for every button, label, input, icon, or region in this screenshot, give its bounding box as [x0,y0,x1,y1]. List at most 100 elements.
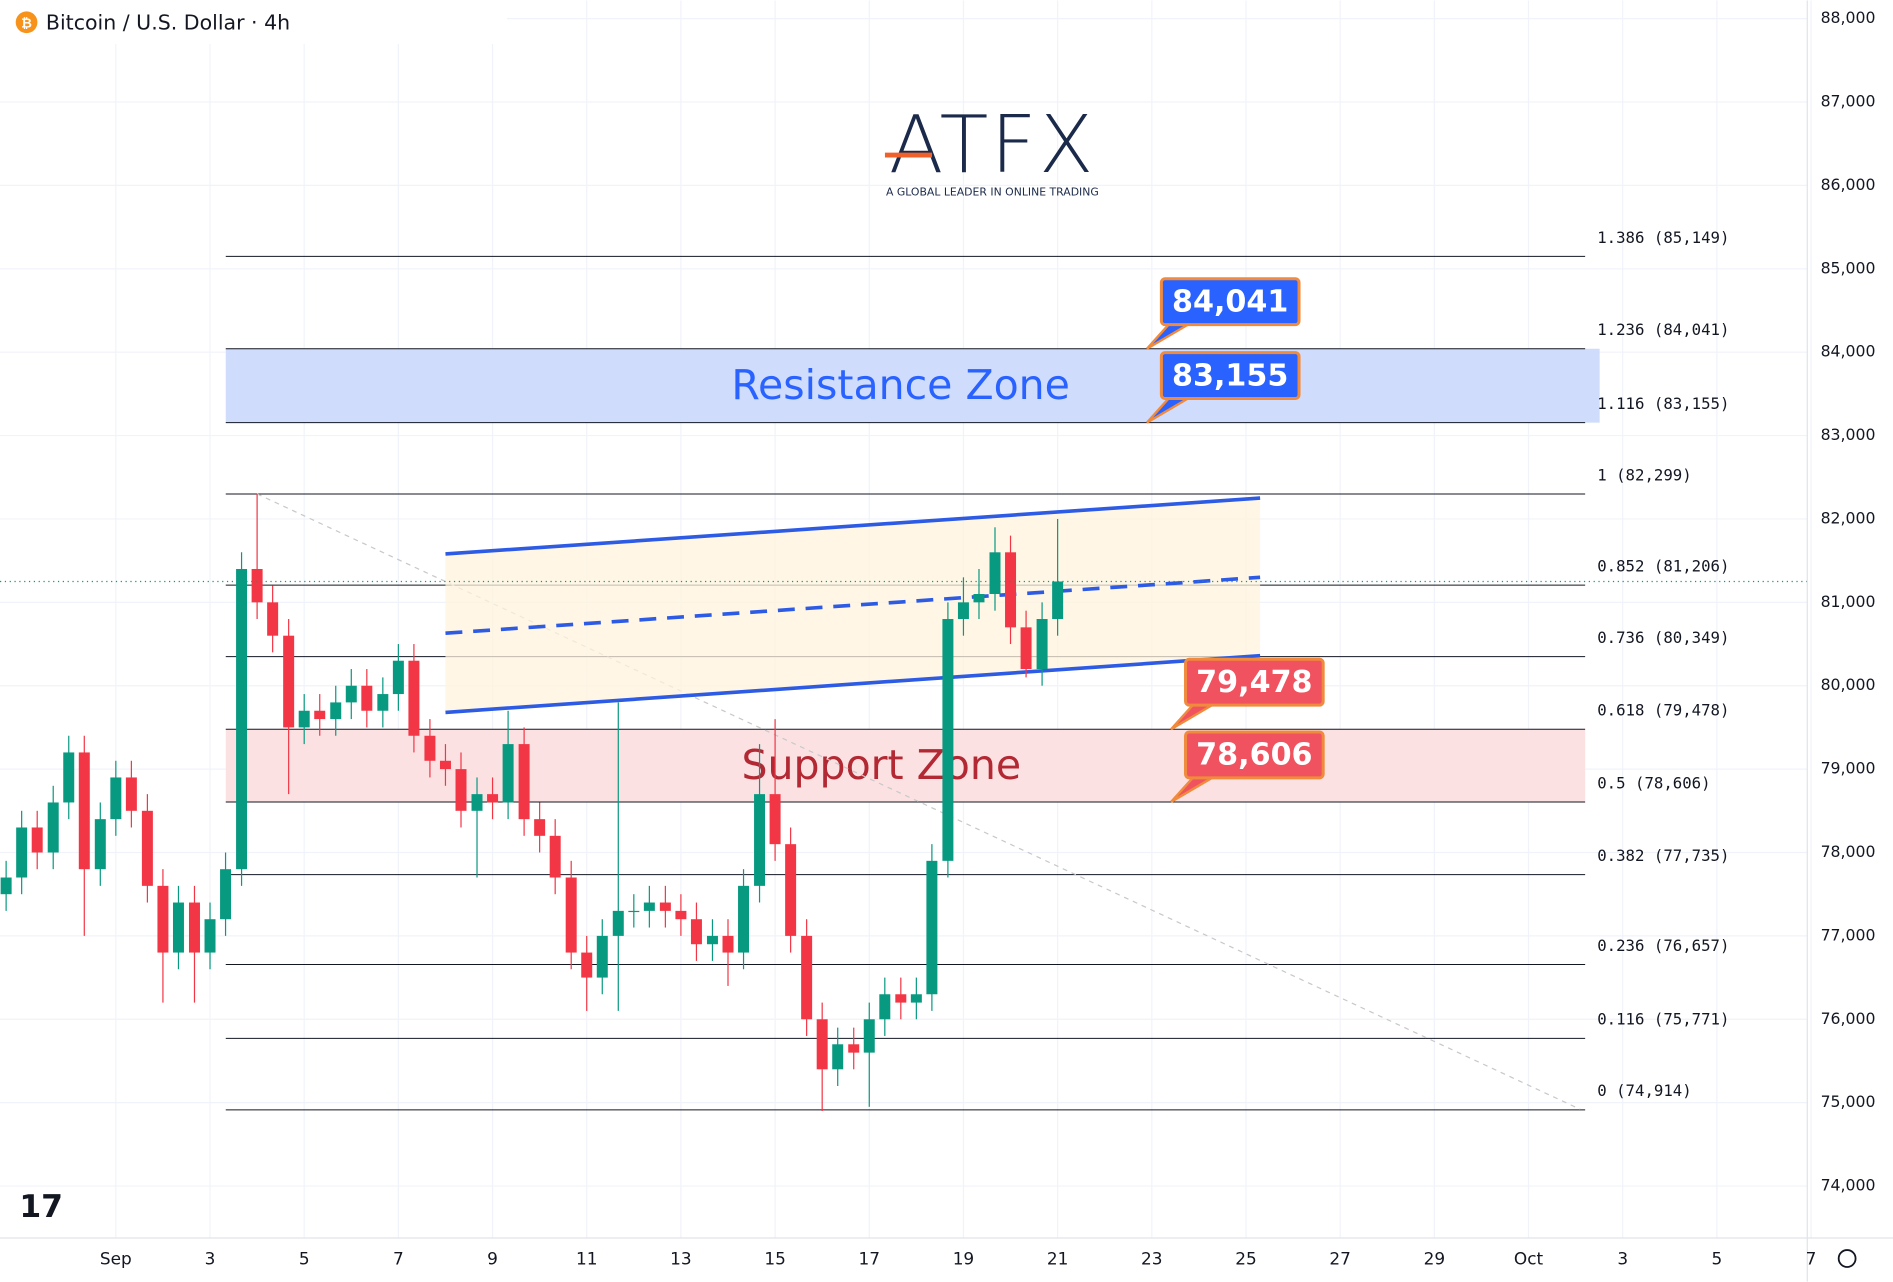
x-tick-label: 25 [1235,1249,1257,1269]
callout-box [1184,730,1325,780]
x-tick-label: Sep [100,1249,132,1269]
candle-body [863,1019,875,1053]
candle-body [1005,552,1017,628]
candle-body [314,710,326,720]
x-tick-label: 5 [299,1249,310,1269]
chart-title: Bitcoin / U.S. Dollar · 4h [46,10,290,34]
candle-body [251,568,263,603]
candle-body [424,735,436,761]
candle-body [78,752,90,870]
candle-body [298,710,310,728]
candle-body [220,869,232,920]
channel-fill [445,498,1261,713]
candle-body [157,885,169,953]
candle-body [345,685,357,703]
x-tick-label: 17 [859,1249,881,1269]
y-tick-label: 87,000 [1821,92,1876,111]
channel-lower [445,653,1261,715]
candle-body [801,935,813,1020]
fib-label: 0 (74,914) [1597,1081,1691,1100]
fib-label: 1.236 (84,041) [1597,320,1729,339]
x-tick-label: 15 [764,1249,786,1269]
fib-label: 0.5 (78,606) [1597,773,1710,792]
channel-upper [445,496,1261,556]
y-tick-label: 88,000 [1821,8,1876,27]
candle-body [1052,581,1064,620]
candle-body [31,827,43,853]
candle-body [879,994,891,1020]
tv-logo: 17 [19,1189,63,1225]
candle-body [848,1044,860,1053]
logo-name: ATFX [889,98,1096,191]
x-tick-label: 19 [953,1249,975,1269]
bitcoin-symbol: ₿ [21,16,32,31]
candle-body [1036,619,1048,670]
x-tick-label: 5 [1711,1249,1722,1269]
y-tick-label: 80,000 [1821,675,1876,694]
y-tick-label: 74,000 [1821,1176,1876,1195]
candle-body [910,994,922,1003]
callout-box [1184,657,1325,707]
y-tick-label: 77,000 [1821,925,1876,944]
fib-label: 0.852 (81,206) [1597,557,1729,576]
channel-middle [445,575,1261,636]
candle-body [330,702,342,720]
bitcoin-icon [15,11,38,34]
fib-label: 0.236 (76,657) [1597,936,1729,955]
x-tick-label: 9 [487,1249,498,1269]
candle-body [408,660,420,736]
header-bg [0,0,508,45]
candle-body [596,935,608,978]
candle-body [942,619,954,861]
candle-body [487,794,499,803]
plot-area: Resistance Zone Support Zone 1.386 (85,149… [0,0,1812,1238]
candle-body [973,594,985,603]
candle-body [455,769,467,811]
x-tick-label: 23 [1141,1249,1163,1269]
x-tick-label: 3 [205,1249,216,1269]
fib-label: 0.382 (77,735) [1597,846,1729,865]
candle-body [816,1019,828,1070]
candle-body [565,877,577,953]
zone [225,729,1586,802]
fib-label: 1.386 (85,149) [1597,228,1729,247]
candle-body [0,877,12,895]
x-tick-label: 29 [1424,1249,1445,1269]
candle-body [659,902,671,911]
candle-body [16,827,28,878]
candle-body [141,810,153,886]
callout-box [1159,277,1301,327]
x-tick-label: 11 [576,1249,598,1269]
callout-label: 83,155 [1172,358,1288,393]
candle-body [706,935,718,945]
y-tick-label: 76,000 [1821,1009,1876,1028]
candle-body [47,802,59,853]
candle-body [110,777,122,820]
settings-icon[interactable] [1837,1249,1857,1268]
candle-body [94,819,106,870]
x-tick-label: 3 [1617,1249,1628,1269]
callout-label: 84,041 [1172,284,1288,319]
y-tick-label: 81,000 [1821,592,1876,611]
candle-body [361,685,373,711]
y-tick-label: 75,000 [1821,1092,1876,1111]
candle-body [125,777,137,811]
candle-body [283,635,295,728]
candle-body [471,794,483,811]
x-tick-label: 7 [393,1249,404,1269]
candle-body [895,994,907,1003]
candle-body [690,919,702,945]
fib-label: 0.736 (80,349) [1597,628,1729,647]
candle-body [832,1044,844,1070]
fib-label: 0.618 (79,478) [1597,701,1729,720]
candle-body [63,752,75,803]
zone [225,348,1600,423]
candle-body [188,902,200,953]
logo: ATFX A GLOBAL LEADER IN ONLINE TRADING [884,98,1099,198]
y-tick-label: 82,000 [1821,508,1876,527]
candle-body [581,952,593,978]
x-tick-label: 7 [1806,1249,1817,1269]
logo-tagline: A GLOBAL LEADER IN ONLINE TRADING [886,185,1099,198]
y-tick-label: 86,000 [1821,175,1876,194]
